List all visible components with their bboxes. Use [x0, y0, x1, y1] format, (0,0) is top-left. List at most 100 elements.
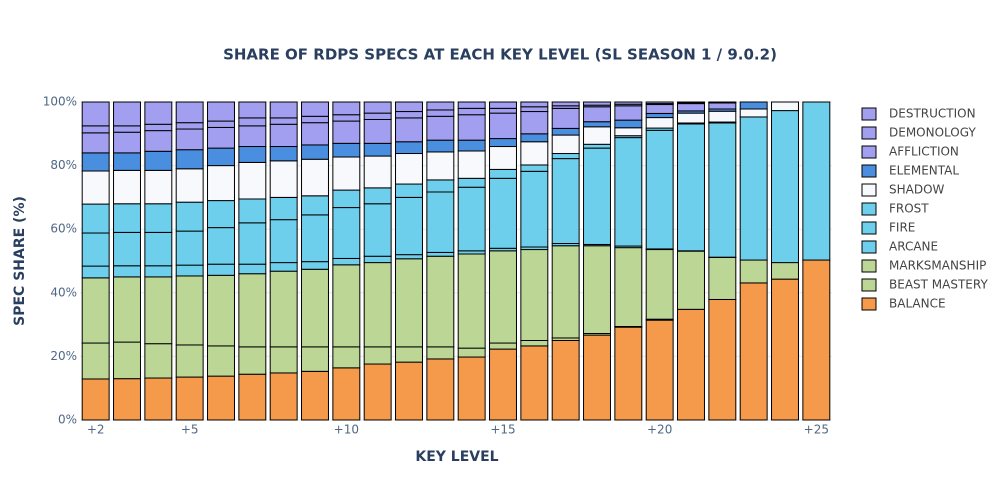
bar-segment: [645, 101, 674, 105]
y-tick-label: 60%: [50, 222, 77, 236]
bar-segment: [363, 101, 392, 114]
bar-segment: [614, 101, 643, 105]
bar-segment: [395, 196, 423, 256]
bar-segment: [207, 200, 235, 229]
bar-segment: [113, 231, 141, 267]
bar-segment: [551, 158, 580, 245]
bar-segment: [175, 101, 204, 124]
bar-segment: [583, 126, 611, 145]
bar-segment: [269, 346, 298, 374]
bar-segment: [363, 203, 392, 257]
bar-segment: [238, 273, 267, 348]
bar-segment: [426, 255, 455, 348]
bar-segment: [269, 160, 298, 198]
bar-segment: [520, 141, 549, 166]
bar-segment: [489, 168, 517, 179]
bar-segment: [551, 153, 580, 160]
bar-segment: [144, 231, 173, 267]
bar-segment: [363, 346, 392, 365]
bar-segment: [269, 117, 298, 125]
bar-segment: [332, 101, 361, 116]
bar-segment: [332, 189, 361, 209]
legend-swatch: [861, 259, 877, 273]
bar-segment: [708, 110, 737, 123]
bar-segment: [520, 111, 549, 135]
bar-segment: [739, 259, 768, 284]
bar-segment: [175, 344, 204, 378]
bar-segment: [457, 150, 486, 179]
y-axis-title: SPEC SHARE (%): [12, 196, 28, 326]
bar-segment: [677, 123, 705, 252]
bar-segment: [207, 263, 235, 276]
bar-segment: [645, 319, 674, 421]
bar-segment: [395, 254, 423, 260]
bar-segment: [175, 275, 204, 346]
bar-segment: [457, 139, 486, 152]
legend-label: DEMONOLOGY: [889, 126, 976, 140]
bar-segment: [520, 249, 549, 341]
bar-segment: [426, 109, 455, 117]
bar-segment: [583, 106, 611, 123]
bar-segment: [207, 227, 235, 265]
bar-segment: [771, 110, 799, 264]
bar-segment: [520, 170, 549, 248]
bar-segment: [144, 150, 173, 171]
bar-segment: [426, 139, 455, 153]
bar-segment: [332, 120, 361, 144]
bar-segment: [457, 101, 486, 109]
bar-segment: [269, 270, 298, 348]
bar-segment: [426, 191, 455, 253]
bar-segment: [175, 128, 204, 151]
x-tick-label: +2: [87, 423, 105, 437]
legend-label: SHADOW: [889, 183, 945, 197]
bar-segment: [457, 253, 486, 349]
bar-segment: [614, 127, 643, 137]
bar-segment: [238, 373, 267, 421]
bar-segment: [81, 232, 110, 267]
y-tick-label: 0%: [58, 413, 77, 427]
bar-segment: [645, 104, 674, 114]
bar-segment: [332, 156, 361, 191]
bar-segment: [332, 257, 361, 266]
bar-segment: [175, 201, 204, 232]
bar-segment: [175, 149, 204, 170]
bar-segment: [301, 115, 329, 124]
bar-segment: [802, 259, 831, 421]
bar-segment: [645, 117, 674, 129]
bar-segment: [614, 105, 643, 121]
bar-segment: [426, 101, 455, 111]
bar-segment: [269, 123, 298, 148]
bar-segment: [332, 367, 361, 421]
bar-segment: [489, 112, 517, 140]
bar-segment: [771, 101, 799, 112]
bar-segment: [677, 308, 705, 421]
bar-segment: [677, 112, 705, 124]
bar-segment: [113, 152, 141, 171]
legend-label: DESTRUCTION: [889, 107, 976, 121]
bar-segment: [332, 207, 361, 259]
legend-label: BALANCE: [889, 297, 946, 311]
bar-segment: [269, 219, 298, 264]
bar-segment: [489, 348, 517, 421]
bar-segment: [583, 101, 611, 106]
bar-segment: [677, 250, 705, 310]
bar-segment: [113, 101, 141, 127]
bar-segment: [457, 177, 486, 188]
bar-segment: [238, 161, 267, 200]
bar-segment: [144, 343, 173, 379]
bar-segment: [175, 376, 204, 421]
bar-segment: [583, 121, 611, 128]
bar-segment: [301, 101, 329, 117]
bar-segment: [81, 378, 110, 421]
bar-segment: [426, 115, 455, 141]
legend-label: FIRE: [889, 221, 915, 235]
bar-segment: [332, 142, 361, 158]
bar-segment: [551, 107, 580, 129]
bar-segment: [81, 203, 110, 234]
bar-segment: [113, 125, 141, 133]
bar-segment: [113, 169, 141, 205]
bar-segment: [645, 129, 674, 250]
bar-segment: [457, 107, 486, 116]
legend-swatch: [861, 202, 877, 216]
bar-segment: [363, 187, 392, 205]
